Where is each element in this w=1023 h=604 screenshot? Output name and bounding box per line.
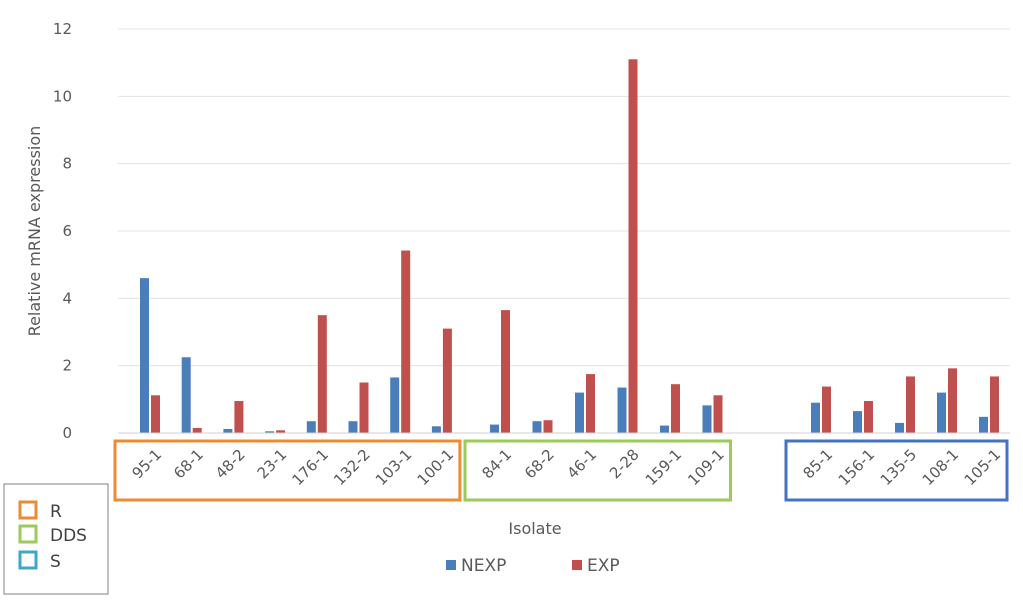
- bar-nexp-135-5: [895, 422, 904, 433]
- y-axis-title: Relative mRNA expression: [25, 126, 44, 337]
- group-box-dds: [463, 439, 732, 502]
- x-tick-label: 135-5: [877, 446, 921, 490]
- bar-exp-68-1: [192, 427, 202, 433]
- bar-exp-159-1: [671, 384, 680, 433]
- bar-exp-48-2: [234, 401, 244, 433]
- bar-exp-2-28: [628, 59, 638, 434]
- bar-nexp-132-2: [348, 421, 358, 433]
- bar-nexp-159-1: [660, 425, 669, 433]
- y-tick-label: 12: [53, 20, 72, 38]
- group-legend-label-s: S: [50, 552, 61, 572]
- legend-label-nexp: NEXP: [461, 556, 506, 576]
- bar-nexp-105-1: [979, 416, 988, 433]
- x-tick-label: 159-1: [642, 446, 686, 490]
- group-boxes: [113, 439, 1009, 502]
- group-legend-swatch-dds: [18, 524, 38, 544]
- y-tick-label: 6: [62, 222, 72, 240]
- bar-exp-176-1: [317, 315, 327, 433]
- x-tick-label: 85-1: [799, 446, 836, 483]
- group-legend-frame: [3, 483, 109, 595]
- y-tick-label: 0: [62, 424, 72, 442]
- x-tick-label: 95-1: [128, 446, 165, 483]
- bar-exp-100-1: [442, 328, 452, 433]
- bar-nexp-46-1: [575, 392, 584, 433]
- y-axis-ticks: 0 2 4 6 8 10 12: [53, 20, 72, 442]
- gridlines: [118, 28, 1010, 367]
- x-tick-label: 156-1: [835, 446, 879, 490]
- bar-exp-46-1: [586, 374, 595, 433]
- bar-nexp-100-1: [431, 426, 441, 433]
- bar-nexp-176-1: [306, 421, 316, 433]
- bar-exp-84-1: [501, 310, 510, 433]
- bar-nexp-109-1: [702, 405, 712, 433]
- legend-swatch-nexp: [446, 560, 456, 570]
- bar-exp-132-2: [359, 382, 369, 433]
- x-tick-label: 132-2: [330, 446, 374, 490]
- group-legend: R DDS S: [3, 483, 109, 595]
- x-tick-label: 109-1: [684, 446, 728, 490]
- y-tick-label: 10: [53, 87, 72, 105]
- x-tick-label: 23-1: [254, 446, 291, 483]
- group-legend-swatch-s: [18, 550, 38, 570]
- bar-nexp-68-1: [181, 357, 191, 433]
- x-tick-label: 108-1: [919, 446, 963, 490]
- y-tick-label: 8: [62, 155, 72, 173]
- series-legend: NEXP EXP: [446, 556, 620, 576]
- group-legend-label-dds: DDS: [50, 526, 87, 546]
- x-tick-label: 46-1: [563, 446, 600, 483]
- group-box-r: [113, 439, 462, 502]
- x-tick-label: 48-2: [212, 446, 249, 483]
- bar-nexp-108-1: [937, 392, 946, 433]
- group-legend-label-r: R: [50, 502, 62, 522]
- bar-exp-109-1: [713, 395, 723, 433]
- bar-exp-135-5: [906, 376, 915, 433]
- bar-nexp-23-1: [265, 431, 275, 433]
- bar-nexp-103-1: [390, 377, 400, 433]
- bars: [140, 59, 999, 434]
- x-tick-label: 176-1: [288, 446, 332, 490]
- legend-label-exp: EXP: [587, 556, 620, 576]
- bar-exp-103-1: [401, 250, 411, 433]
- bar-exp-85-1: [822, 386, 831, 433]
- y-tick-label: 4: [62, 289, 72, 307]
- x-tick-label: 84-1: [478, 446, 515, 483]
- bar-nexp-95-1: [140, 278, 149, 433]
- legend-swatch-exp: [572, 560, 582, 570]
- x-axis-title: Isolate: [508, 519, 561, 538]
- bar-exp-108-1: [948, 368, 957, 433]
- bar-nexp-84-1: [490, 424, 499, 433]
- bar-nexp-85-1: [811, 402, 820, 433]
- bar-exp-156-1: [864, 401, 873, 433]
- x-tick-label: 100-1: [414, 446, 458, 490]
- bar-nexp-156-1: [853, 411, 862, 433]
- bar-nexp-2-28: [617, 387, 627, 433]
- x-tick-label: 68-1: [170, 446, 207, 483]
- group-box-s: [784, 439, 1009, 502]
- bar-exp-23-1: [276, 430, 286, 433]
- y-tick-label: 2: [62, 357, 72, 375]
- bar-exp-105-1: [990, 376, 999, 433]
- x-tick-label: 2-28: [606, 446, 643, 483]
- x-tick-label: 68-2: [521, 446, 558, 483]
- bar-exp-68-2: [543, 420, 553, 433]
- bar-nexp-48-2: [223, 428, 233, 433]
- x-tick-label: 105-1: [961, 446, 1005, 490]
- bar-nexp-68-2: [532, 421, 542, 433]
- bar-exp-95-1: [151, 395, 160, 433]
- group-legend-swatch-r: [18, 500, 38, 520]
- x-tick-label: 103-1: [372, 446, 416, 490]
